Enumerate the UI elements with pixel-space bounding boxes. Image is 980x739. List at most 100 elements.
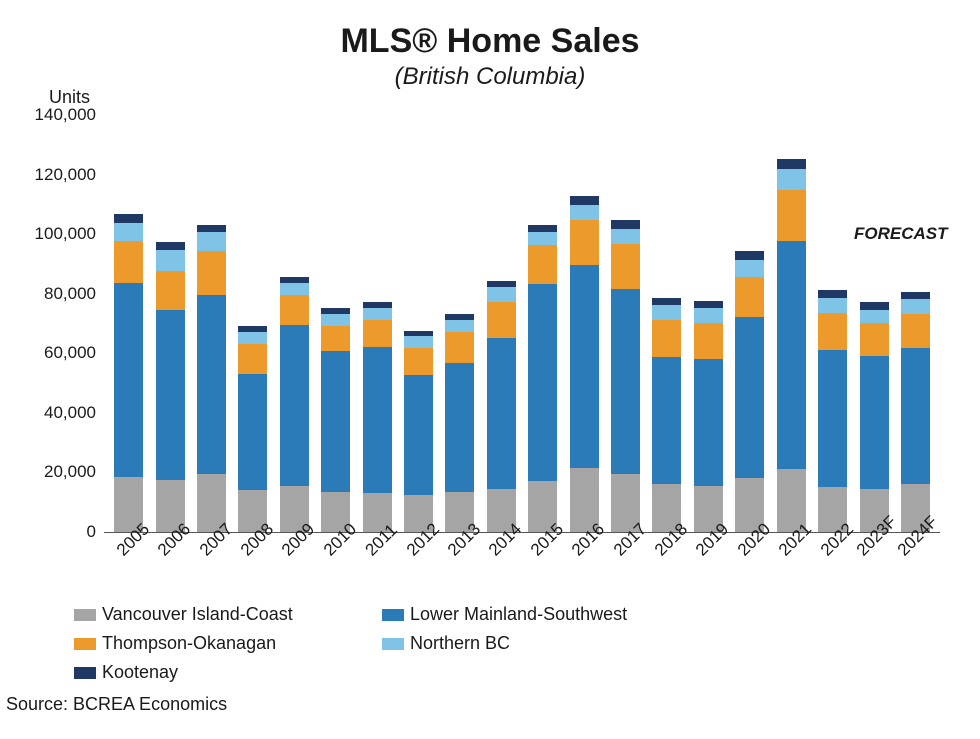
bar-slot: 2018 xyxy=(646,115,687,532)
bar-segment-northern_bc xyxy=(280,283,309,295)
bar-slot: 2017 xyxy=(605,115,646,532)
bar-slot: 2022 xyxy=(812,115,853,532)
bar-segment-kootenay xyxy=(611,220,640,229)
bar-slot: 2007 xyxy=(191,115,232,532)
legend-label: Thompson-Okanagan xyxy=(102,633,276,654)
bar-segment-lower_mainland xyxy=(860,356,889,489)
bar-segment-northern_bc xyxy=(735,260,764,276)
bar-segment-thompson_okanagan xyxy=(528,245,557,284)
bar-segment-thompson_okanagan xyxy=(487,302,516,338)
bar-segment-kootenay xyxy=(652,298,681,305)
chart-title: MLS® Home Sales xyxy=(0,0,980,61)
bar-segment-lower_mainland xyxy=(818,350,847,487)
bar-segment-lower_mainland xyxy=(570,265,599,468)
bar-slot: 2016 xyxy=(563,115,604,532)
legend-item: Kootenay xyxy=(74,662,354,683)
bar-segment-lower_mainland xyxy=(777,241,806,469)
bar-segment-northern_bc xyxy=(363,308,392,320)
bar-segment-northern_bc xyxy=(156,250,185,271)
bar-slot: 2013 xyxy=(439,115,480,532)
bar xyxy=(197,225,226,533)
chart-subtitle: (British Columbia) xyxy=(0,63,980,91)
y-tick: 100,000 xyxy=(35,224,104,244)
bar xyxy=(694,301,723,532)
legend-label: Vancouver Island-Coast xyxy=(102,604,293,625)
bar-segment-thompson_okanagan xyxy=(363,320,392,347)
bar xyxy=(487,281,516,532)
bar xyxy=(404,331,433,533)
bar-segment-kootenay xyxy=(735,251,764,260)
bar-slot: 2014 xyxy=(481,115,522,532)
bar xyxy=(901,292,930,532)
bar-segment-lower_mainland xyxy=(404,375,433,494)
bar xyxy=(280,277,309,532)
bar-segment-kootenay xyxy=(570,196,599,205)
bar xyxy=(652,298,681,532)
bar-segment-northern_bc xyxy=(694,308,723,323)
bar-segment-northern_bc xyxy=(445,320,474,332)
bar-segment-thompson_okanagan xyxy=(197,251,226,294)
y-tick: 40,000 xyxy=(44,403,104,423)
bar-segment-thompson_okanagan xyxy=(238,344,267,374)
bar-segment-northern_bc xyxy=(321,314,350,326)
bar-segment-thompson_okanagan xyxy=(860,323,889,356)
bar-segment-lower_mainland xyxy=(114,283,143,477)
legend-swatch xyxy=(74,638,96,650)
y-tick: 0 xyxy=(87,522,104,542)
bar-slot: 2020 xyxy=(729,115,770,532)
bar-segment-northern_bc xyxy=(528,232,557,245)
legend-item: Northern BC xyxy=(382,633,662,654)
bar-segment-thompson_okanagan xyxy=(694,323,723,359)
bar xyxy=(611,220,640,532)
bar-segment-kootenay xyxy=(694,301,723,308)
bar-segment-northern_bc xyxy=(197,232,226,251)
source-text: Source: BCREA Economics xyxy=(6,694,227,715)
y-tick: 60,000 xyxy=(44,343,104,363)
bar-slot: 2009 xyxy=(274,115,315,532)
legend-item: Vancouver Island-Coast xyxy=(74,604,354,625)
bar-segment-thompson_okanagan xyxy=(735,277,764,317)
bar xyxy=(818,290,847,532)
bar-segment-kootenay xyxy=(901,292,930,299)
bar-segment-thompson_okanagan xyxy=(404,348,433,375)
bar-segment-thompson_okanagan xyxy=(777,190,806,241)
bar-segment-lower_mainland xyxy=(487,338,516,489)
bar xyxy=(114,214,143,532)
bar-segment-kootenay xyxy=(528,225,557,232)
y-tick: 20,000 xyxy=(44,462,104,482)
bar-slot: 2019 xyxy=(688,115,729,532)
bar-segment-lower_mainland xyxy=(901,348,930,484)
chart-container: MLS® Home Sales (British Columbia) Units… xyxy=(0,0,980,739)
bar-segment-kootenay xyxy=(197,225,226,232)
legend-item: Thompson-Okanagan xyxy=(74,633,354,654)
bar xyxy=(570,196,599,532)
legend-label: Kootenay xyxy=(102,662,178,683)
bar-slot: 2010 xyxy=(315,115,356,532)
y-tick: 140,000 xyxy=(35,105,104,125)
legend-swatch xyxy=(382,638,404,650)
bar-segment-lower_mainland xyxy=(735,317,764,478)
legend-swatch xyxy=(382,609,404,621)
bar-segment-thompson_okanagan xyxy=(114,241,143,283)
bar-segment-thompson_okanagan xyxy=(445,332,474,363)
bar-segment-northern_bc xyxy=(487,287,516,302)
bar xyxy=(528,225,557,532)
bar xyxy=(238,326,267,532)
legend-swatch xyxy=(74,609,96,621)
y-tick: 80,000 xyxy=(44,284,104,304)
bar-segment-northern_bc xyxy=(860,310,889,323)
bar-segment-lower_mainland xyxy=(611,289,640,474)
bar-segment-lower_mainland xyxy=(528,284,557,481)
plot-area: 2005200620072008200920102011201220132014… xyxy=(104,115,940,533)
bar-slot: 2024F xyxy=(895,115,936,532)
bar-segment-thompson_okanagan xyxy=(280,295,309,325)
bar xyxy=(445,314,474,532)
legend-item: Lower Mainland-Southwest xyxy=(382,604,662,625)
bar-segment-northern_bc xyxy=(611,229,640,244)
bar-segment-thompson_okanagan xyxy=(321,326,350,351)
bar-segment-northern_bc xyxy=(652,305,681,320)
bar-segment-kootenay xyxy=(114,214,143,223)
bar xyxy=(735,251,764,532)
bar xyxy=(777,159,806,532)
bar-segment-kootenay xyxy=(156,242,185,249)
